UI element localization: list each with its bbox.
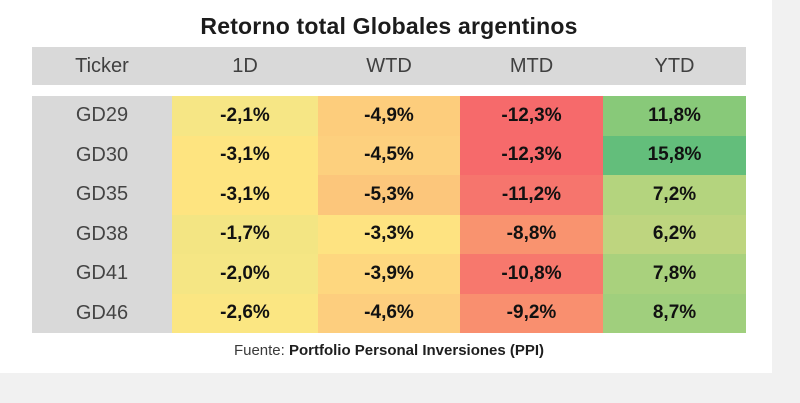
header-wtd: WTD (366, 54, 412, 77)
header-mtd: MTD (509, 54, 554, 77)
value-cell-mtd: -10,8% (460, 254, 603, 294)
value-cell-ytd: 11,8% (603, 96, 746, 136)
table-row: GD41 -2,0% -3,9% -10,8% 7,8% (32, 254, 746, 294)
table-row: GD29 -2,1% -4,9% -12,3% 11,8% (32, 96, 746, 136)
value-cell-1d: -3,1% (172, 175, 318, 215)
value-cell-wtd: -4,9% (318, 96, 460, 136)
table-body: GD29 -2,1% -4,9% -12,3% 11,8% GD30 -3,1% -4,5% -… (32, 96, 746, 333)
ticker-cell: GD35 (32, 175, 172, 215)
value-cell-wtd: -3,3% (318, 214, 460, 254)
value-cell-wtd: -5,3% (318, 175, 460, 215)
value-cell-ytd: 7,2% (603, 175, 746, 215)
header-ytd: YTD (654, 54, 695, 77)
source-name: Portfolio Personal Inversiones (PPI) (288, 342, 545, 359)
table-row: GD30 -3,1% -4,5% -12,3% 15,8% (32, 135, 746, 175)
ticker-cell: GD30 (32, 135, 172, 175)
header-ticker: Ticker (75, 54, 129, 77)
value-cell-wtd: -3,9% (318, 254, 460, 294)
table-row: GD38 -1,7% -3,3% -8,8% 6,2% (32, 214, 746, 254)
value-cell-mtd: -11,2% (460, 175, 603, 215)
value-cell-ytd: 6,2% (603, 214, 746, 254)
ticker-cell: GD38 (32, 214, 172, 254)
value-cell-mtd: -9,2% (460, 293, 603, 333)
ticker-cell: GD29 (32, 96, 172, 136)
value-cell-mtd: -12,3% (460, 96, 603, 136)
source-prefix: Fuente: (233, 342, 285, 359)
table-card: Retorno total Globales argentinos Ticker… (0, 0, 772, 373)
table-title: Retorno total Globales argentinos (200, 13, 578, 39)
value-cell-wtd: -4,5% (318, 135, 460, 175)
value-cell-1d: -3,1% (172, 135, 318, 175)
value-cell-ytd: 8,7% (603, 293, 746, 333)
value-cell-1d: -2,6% (172, 293, 318, 333)
value-cell-ytd: 7,8% (603, 254, 746, 294)
ticker-cell: GD46 (32, 293, 172, 333)
value-cell-1d: -2,1% (172, 96, 318, 136)
table-row: GD35 -3,1% -5,3% -11,2% 7,2% (32, 175, 746, 215)
source-note: Fuente: Portfolio Personal Inversiones (… (0, 342, 778, 359)
header-row: Ticker 1D WTD MTD YTD (32, 47, 746, 85)
header-1d: 1D (232, 54, 258, 77)
value-cell-1d: -2,0% (172, 254, 318, 294)
value-cell-wtd: -4,6% (318, 293, 460, 333)
value-cell-mtd: -8,8% (460, 214, 603, 254)
ticker-cell: GD41 (32, 254, 172, 294)
value-cell-ytd: 15,8% (603, 135, 746, 175)
value-cell-1d: -1,7% (172, 214, 318, 254)
value-cell-mtd: -12,3% (460, 135, 603, 175)
table-row: GD46 -2,6% -4,6% -9,2% 8,7% (32, 293, 746, 333)
